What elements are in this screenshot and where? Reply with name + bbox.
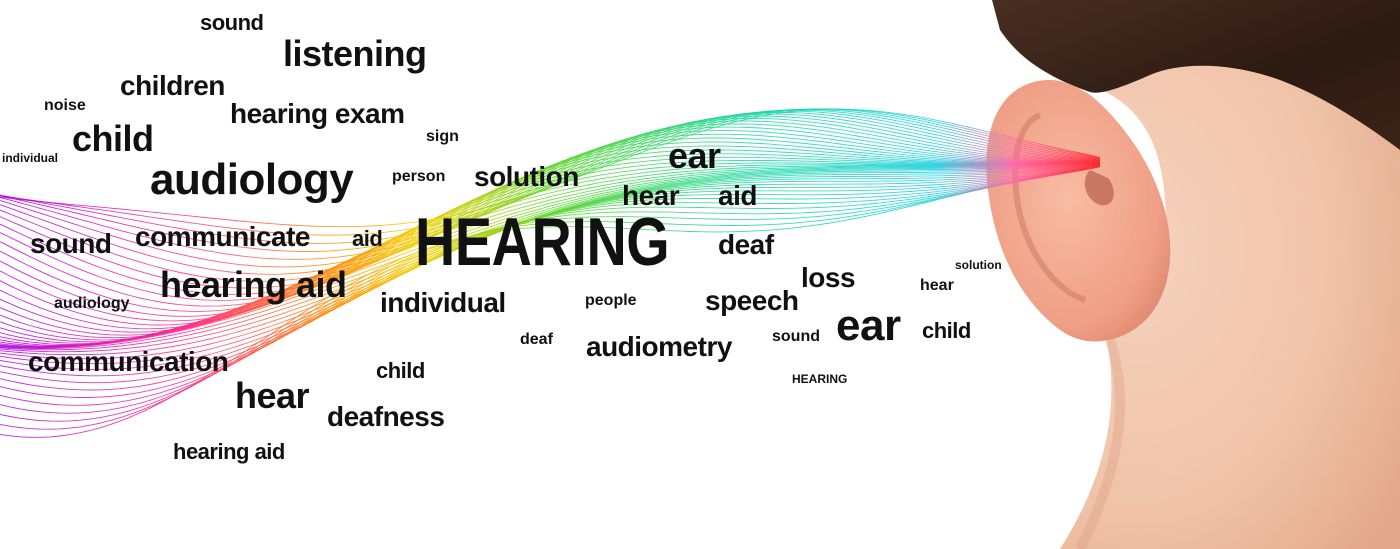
wave-line — [0, 162, 1101, 348]
wave-line — [0, 109, 1101, 260]
wave-line — [0, 111, 1101, 275]
word-speech: speech — [705, 285, 799, 316]
wave-line — [0, 166, 1101, 406]
word-child-2: child — [922, 318, 971, 343]
word-audiometry: audiometry — [586, 331, 732, 362]
wave-line — [0, 108, 1101, 236]
word-ear: ear — [668, 135, 721, 176]
word-hearing-hero: HEARING — [415, 204, 670, 280]
wave-line — [0, 113, 1101, 282]
word-listening: listening — [283, 33, 427, 74]
wave-line — [0, 163, 1101, 349]
word-hearing-exam: hearing exam — [230, 98, 405, 129]
word-communication: communication — [28, 346, 229, 377]
wave-line — [0, 164, 1101, 353]
wave-line — [0, 166, 1101, 398]
word-children: children — [120, 70, 225, 101]
wave-line — [0, 164, 1101, 349]
hair — [992, 0, 1400, 150]
word-deafness: deafness — [327, 401, 445, 432]
word-child-3: child — [376, 358, 425, 383]
ear-fold — [1012, 112, 1087, 303]
word-deaf-2: deaf — [520, 331, 553, 348]
word-hear: hear — [622, 180, 680, 211]
sound-wave — [0, 108, 1101, 438]
word-hearing-aid-2: hearing aid — [173, 439, 285, 464]
word-noise: noise — [44, 97, 86, 114]
wave-line — [0, 108, 1101, 244]
word-solution: solution — [474, 161, 579, 192]
wave-line — [0, 165, 1101, 438]
word-audiology: audiology — [150, 155, 354, 204]
wave-line — [0, 165, 1101, 414]
word-hearing-aid: hearing aid — [160, 264, 347, 305]
word-hear-2: hear — [920, 277, 954, 294]
wave-line — [0, 133, 1101, 322]
word-hearing-small: HEARING — [792, 372, 848, 386]
wave-line — [0, 156, 1101, 341]
wave-line — [0, 164, 1101, 351]
word-child: child — [72, 118, 154, 159]
word-sign: sign — [426, 128, 459, 145]
wave-line — [0, 163, 1101, 348]
ear-canal — [1084, 170, 1114, 206]
word-sound-2: sound — [30, 228, 112, 259]
word-individual: individual — [2, 151, 59, 165]
word-sound-3: sound — [772, 328, 820, 345]
word-ear-2: ear — [836, 301, 901, 350]
wave-line — [0, 166, 1101, 391]
wave-line — [0, 117, 1101, 295]
ear — [986, 80, 1171, 342]
word-individual-2: individual — [380, 287, 506, 318]
word-communicate: communicate — [135, 221, 311, 252]
word-hear-3: hear — [235, 375, 310, 416]
wave-line — [0, 137, 1101, 326]
word-solution-2: solution — [955, 258, 1002, 272]
jaw-shadow — [1075, 338, 1125, 549]
wave-line — [0, 163, 1101, 348]
word-aid-2: aid — [352, 226, 383, 251]
word-loss: loss — [801, 262, 856, 293]
wave-line — [0, 115, 1101, 289]
word-sound: sound — [200, 10, 264, 35]
head-image — [986, 0, 1400, 549]
word-person: person — [392, 168, 446, 185]
face-skin — [1000, 0, 1400, 549]
word-aid: aid — [718, 180, 757, 211]
word-audiology-2: audiology — [54, 295, 130, 312]
word-deaf: deaf — [718, 229, 774, 260]
word-people: people — [585, 292, 637, 309]
wave-line — [0, 161, 1101, 344]
